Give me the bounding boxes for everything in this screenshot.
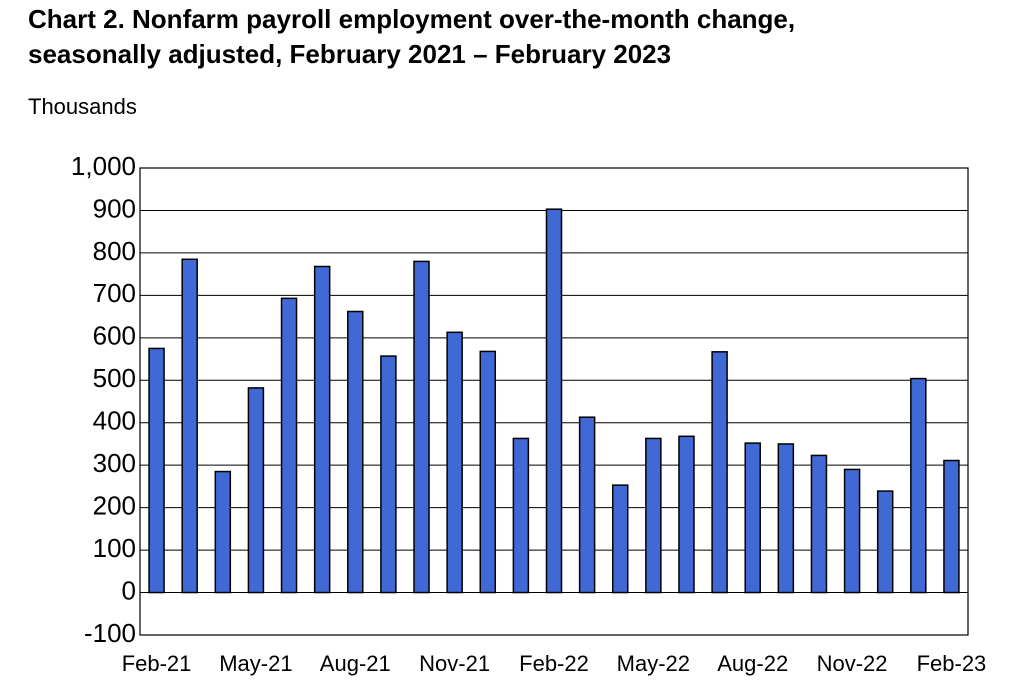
bar <box>214 470 232 594</box>
x-tick-label: Nov-22 <box>817 651 888 676</box>
bar <box>876 490 894 594</box>
chart-title: Chart 2. Nonfarm payroll employment over… <box>28 4 795 34</box>
bar <box>181 258 198 594</box>
y-tick-label: 0 <box>122 575 136 605</box>
bar <box>380 355 397 594</box>
x-tick-label: Aug-22 <box>717 651 788 676</box>
bar <box>313 265 331 594</box>
bar <box>479 350 497 594</box>
bar <box>578 416 596 594</box>
bar <box>512 437 530 594</box>
y-tick-label: 900 <box>93 193 136 223</box>
y-tick-label: 100 <box>93 533 136 563</box>
bar <box>148 347 165 594</box>
bar <box>777 443 795 594</box>
bar <box>545 208 563 594</box>
y-tick-label: -100 <box>84 618 136 648</box>
bar <box>446 331 463 594</box>
x-tick-label: Nov-21 <box>419 651 490 676</box>
x-tick-label: May-22 <box>617 651 690 676</box>
y-tick-label: 600 <box>93 321 136 351</box>
bar <box>910 377 927 594</box>
y-tick-label: 400 <box>93 406 136 436</box>
y-tick-label: 800 <box>93 236 136 266</box>
plot-frame <box>139 167 969 636</box>
y-tick-label: 500 <box>93 363 136 393</box>
bar <box>280 297 298 594</box>
bar <box>678 435 695 594</box>
y-tick-label: 700 <box>93 278 136 308</box>
bar <box>413 260 430 594</box>
bar <box>843 468 861 594</box>
x-tick-label: May-21 <box>219 651 292 676</box>
bar <box>810 454 828 594</box>
bar <box>347 310 364 594</box>
chart-title: seasonally adjusted, February 2021 – Feb… <box>28 39 671 69</box>
bar <box>611 484 629 594</box>
x-tick-label: Feb-21 <box>122 651 192 676</box>
bar <box>247 387 265 594</box>
y-axis-label: Thousands <box>28 94 137 119</box>
bar <box>711 351 728 594</box>
y-tick-label: 1,000 <box>71 151 136 181</box>
x-tick-label: Feb-23 <box>917 651 987 676</box>
y-tick-label: 200 <box>93 491 136 521</box>
x-tick-label: Feb-22 <box>519 651 589 676</box>
bar <box>943 459 960 594</box>
bar <box>744 442 761 594</box>
y-tick-label: 300 <box>93 448 136 478</box>
bar <box>645 437 662 594</box>
x-tick-label: Aug-21 <box>320 651 391 676</box>
